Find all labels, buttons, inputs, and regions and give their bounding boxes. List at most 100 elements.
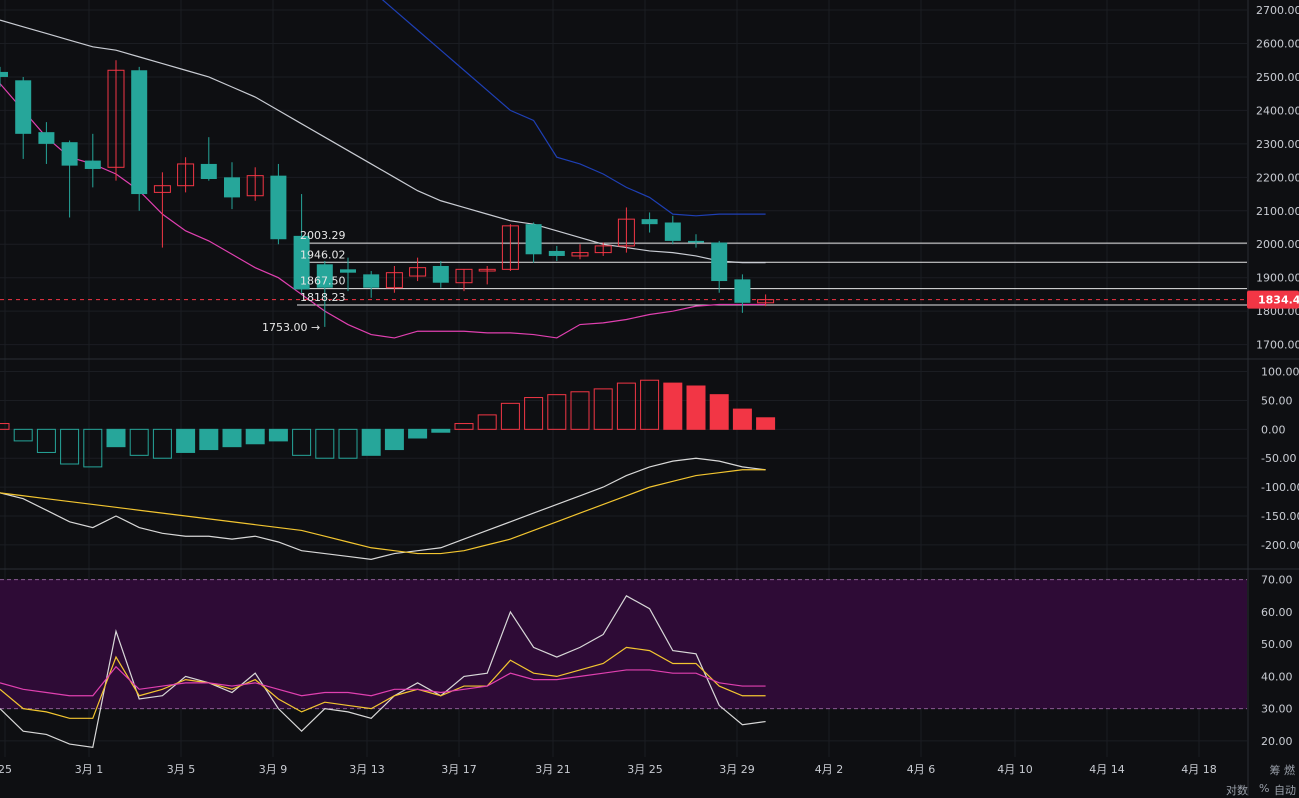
candle-body	[432, 265, 449, 283]
level-label: 1867.50	[300, 275, 346, 288]
toolbar-right-label[interactable]: 筹 燃	[1269, 764, 1296, 777]
macd-bar	[315, 428, 335, 459]
macd-bar	[13, 428, 33, 442]
candle-body	[548, 250, 565, 256]
price-tick-label: 2100.00	[1256, 205, 1299, 218]
price-tick-label: 1700.00	[1256, 339, 1299, 352]
ma-white-line	[0, 19, 766, 264]
time-tick-label: 3月 21	[535, 763, 571, 776]
rsi-yellow-line	[0, 646, 766, 719]
price-tag-text: 1834.46	[1258, 294, 1299, 307]
time-tick-label: 4月 2	[815, 763, 844, 776]
macd-bar	[477, 414, 497, 430]
candle-body	[270, 175, 287, 240]
macd-tick-label: 0.00	[1261, 423, 1286, 436]
rsi-pane	[0, 594, 766, 748]
macd-bar	[176, 428, 196, 453]
macd-bar	[361, 428, 381, 456]
macd-bar	[384, 428, 404, 451]
signal-line	[0, 469, 766, 555]
time-tick-label: 3月 9	[259, 763, 288, 776]
macd-bar	[408, 428, 428, 439]
time-tick-label: 3月 1	[75, 763, 104, 776]
macd-bar	[129, 428, 149, 456]
candle-body	[15, 80, 32, 134]
level-label: 1818.23	[300, 291, 346, 304]
macd-bar	[454, 423, 474, 430]
rsi-tick-label: 70.00	[1261, 574, 1293, 587]
candle-body	[409, 267, 427, 277]
price-tag-bg	[1247, 290, 1299, 309]
price-tick-label: 2000.00	[1256, 238, 1299, 251]
macd-bar	[709, 394, 729, 430]
candle-body	[246, 175, 264, 197]
ma-blue-line	[381, 0, 766, 217]
rsi-tick-label: 50.00	[1261, 638, 1293, 651]
rsi-band-fill	[0, 579, 1247, 709]
time-tick-label: 4月 10	[997, 763, 1033, 776]
candle-body	[316, 264, 333, 288]
candle-body	[153, 185, 171, 193]
time-tick-label: 4月 18	[1181, 763, 1217, 776]
candle-body	[525, 224, 542, 255]
macd-bar	[222, 428, 242, 448]
macd-pane	[0, 379, 776, 560]
rsi-tick-label: 20.00	[1261, 735, 1293, 748]
time-tick-label: 3月 5	[167, 763, 196, 776]
candle-body	[385, 272, 403, 289]
time-tick-label: 3月 25	[627, 763, 663, 776]
level-label: 2003.29	[300, 229, 346, 242]
rsi-band	[0, 579, 1247, 710]
low-marker: 1753.00 →	[262, 321, 320, 334]
candle-body	[664, 222, 681, 241]
price-tick-label: 1900.00	[1256, 272, 1299, 285]
candle-body	[757, 299, 775, 304]
candle-body	[131, 70, 148, 195]
candle-body	[711, 242, 728, 282]
macd-bar	[431, 428, 451, 433]
candle-body	[224, 177, 240, 198]
auto-scale-toggle[interactable]: 自动	[1274, 784, 1296, 797]
macd-tick-label: -100.00	[1261, 481, 1299, 494]
macd-bar	[663, 382, 683, 430]
macd-bar	[732, 408, 752, 430]
candle-body	[455, 268, 473, 284]
time-axis[interactable]: 25 3月 1 3月 5 3月 9 3月 13 3月 17 3月 21 3月 25 3月 29 4…	[0, 763, 1217, 776]
current-price-tag: 1834.46	[1247, 290, 1299, 309]
rsi-white-line	[0, 594, 766, 748]
candle-body	[501, 225, 519, 270]
macd-bar	[524, 397, 544, 430]
time-tick-label: 4月 6	[907, 763, 936, 776]
macd-bar	[616, 382, 636, 430]
candle-body	[363, 274, 380, 288]
percent-scale-toggle[interactable]: %	[1259, 782, 1270, 795]
candles	[0, 60, 775, 327]
candle-body	[617, 218, 635, 247]
macd-bar	[292, 428, 312, 456]
horizontal-levels[interactable]	[0, 242, 1247, 306]
rsi-tick-label: 30.00	[1261, 703, 1293, 716]
macd-bar	[60, 428, 80, 465]
time-tick-label: 3月 13	[349, 763, 385, 776]
log-scale-toggle[interactable]: 对数	[1226, 784, 1248, 797]
macd-tick-label: 50.00	[1261, 394, 1293, 407]
price-tick-label: 2500.00	[1256, 71, 1299, 84]
macd-bar	[547, 394, 567, 430]
price-axis[interactable]: 2700.00 2600.00 2500.00 2400.00 2300.00 2200.…	[1256, 4, 1299, 352]
price-tick-label: 2400.00	[1256, 104, 1299, 117]
rsi-pink-line	[0, 665, 766, 697]
candle-body	[340, 269, 356, 273]
macd-axis: 100.00 50.00 0.00 -50.00 -100.00 -150.00 -200.…	[1261, 366, 1299, 552]
rsi-tick-label: 60.00	[1261, 606, 1293, 619]
candle-body	[594, 245, 612, 254]
candle-body	[0, 71, 8, 77]
candle-body	[107, 69, 125, 168]
candle-body	[734, 279, 751, 303]
candle-body	[571, 252, 589, 257]
time-tick-label: 3月 29	[719, 763, 755, 776]
macd-tick-label: -50.00	[1261, 452, 1296, 465]
macd-bar	[245, 428, 265, 445]
macd-bar	[83, 428, 103, 468]
macd-line	[0, 457, 766, 560]
